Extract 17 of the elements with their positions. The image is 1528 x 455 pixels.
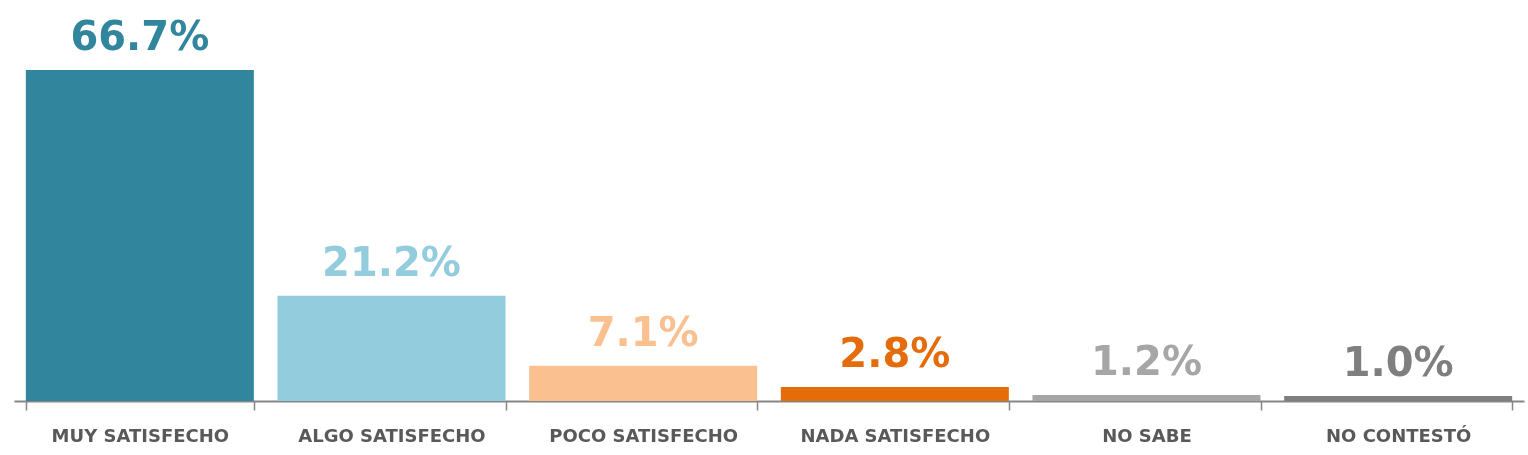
data-label: 66.7% xyxy=(70,13,210,59)
x-tick-label: MUY SATISFECHO xyxy=(51,424,230,446)
bar xyxy=(277,295,506,401)
data-label: 2.8% xyxy=(839,330,951,377)
x-tick-label: ALGO SATISFECHO xyxy=(298,424,486,446)
x-tick-label: NO SABE xyxy=(1102,424,1192,446)
data-label: 21.2% xyxy=(322,238,461,285)
x-tick-label: NO CONTESTÓ xyxy=(1326,424,1472,446)
data-label: 1.2% xyxy=(1091,338,1202,385)
bar xyxy=(529,365,758,401)
bar xyxy=(25,70,254,401)
data-label: 1.0% xyxy=(1342,339,1454,386)
x-tick-label: POCO SATISFECHO xyxy=(549,424,739,446)
data-label: 7.1% xyxy=(587,308,699,355)
x-tick-label: NADA SATISFECHO xyxy=(800,424,991,446)
bar xyxy=(780,387,1009,401)
bar xyxy=(1032,395,1261,401)
